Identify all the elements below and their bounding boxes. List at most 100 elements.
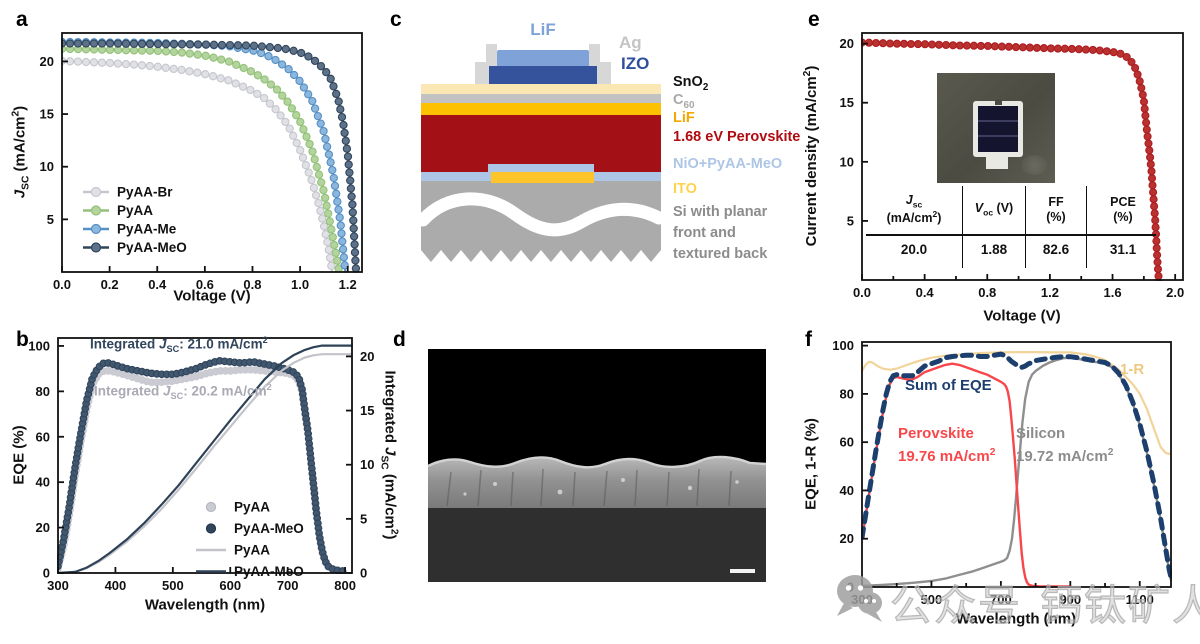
series-tandem-JV <box>861 38 1163 281</box>
svg-text:20: 20 <box>36 520 50 535</box>
svg-text:PyAA: PyAA <box>234 500 270 515</box>
eqe-chart-single-junction: 300 400 500 600 700 800 0 20 40 60 80 100 0 5 10 15 20 Py… <box>28 337 374 593</box>
svg-text:900: 900 <box>1059 592 1081 607</box>
svg-text:1.2: 1.2 <box>1041 285 1059 300</box>
svg-text:60: 60 <box>840 435 854 450</box>
tandem-performance-table: Jsc (mA/cm2) 20.0 Voc (V) 1.88 FF (%) 82.6 PCE (%… <box>866 186 1156 268</box>
svg-text:500: 500 <box>921 592 943 607</box>
ag-post-right <box>589 44 600 84</box>
svg-text:0.8: 0.8 <box>243 277 261 292</box>
svg-text:20: 20 <box>360 349 374 364</box>
layer-perovskite <box>421 115 661 172</box>
plot-series <box>861 351 1172 588</box>
series-PyAA-MeO <box>61 39 361 273</box>
svg-text:20: 20 <box>840 36 854 51</box>
sem-bright-specks <box>463 478 739 496</box>
svg-text:60: 60 <box>36 429 50 444</box>
svg-text:1.2: 1.2 <box>339 277 357 292</box>
series-EQE-PyAA-MeO <box>57 356 347 574</box>
svg-text:PyAA-MeO: PyAA-MeO <box>234 521 304 536</box>
axes <box>61 32 363 273</box>
svg-text:0.8: 0.8 <box>978 285 996 300</box>
jv-chart-single-junction: 0.0 0.2 0.4 0.6 0.8 1.0 1.25101520PyAA-BrPyAAP… <box>40 32 363 292</box>
layer-ito <box>491 172 594 183</box>
svg-text:2.0: 2.0 <box>1166 285 1184 300</box>
series-Sum-of-EQE <box>861 351 1172 580</box>
table-header-cell: PCE (%) <box>1110 195 1136 224</box>
svg-text:1.6: 1.6 <box>1103 285 1121 300</box>
jv-chart-tandem: 0.0 0.4 0.8 1.2 1.6 2.0 5 10 15 20 <box>840 32 1184 300</box>
svg-text:15: 15 <box>40 107 54 122</box>
svg-text:PyAA-MeO: PyAA-MeO <box>117 240 187 255</box>
panel-d-sem-cross-section: d <box>385 322 790 644</box>
svg-text:5: 5 <box>47 212 54 227</box>
svg-text:800: 800 <box>334 578 356 593</box>
table-column: Jsc (mA/cm2) 20.0 <box>866 186 962 268</box>
svg-text:15: 15 <box>360 403 374 418</box>
svg-text:0.6: 0.6 <box>196 277 214 292</box>
series-PyAA-Br <box>61 56 336 273</box>
svg-text:15: 15 <box>840 95 854 110</box>
svg-text:PyAA: PyAA <box>117 203 153 218</box>
svg-text:400: 400 <box>105 578 127 593</box>
panel-letter-b: b <box>16 328 29 351</box>
axes <box>57 337 353 574</box>
svg-text:20: 20 <box>840 531 854 546</box>
panel-letter-d: d <box>393 328 406 351</box>
svg-text:100: 100 <box>832 338 854 353</box>
svg-text:10: 10 <box>40 159 54 174</box>
sem-substrate <box>428 508 766 582</box>
plot-series <box>57 344 353 574</box>
ag-foot-right <box>599 62 611 84</box>
table-value-cell: 31.1 <box>1109 242 1137 257</box>
layer-stack <box>416 84 666 262</box>
cell-photo-frame <box>973 101 1023 157</box>
layer-nio-bump <box>488 164 594 173</box>
layer-c60 <box>421 94 661 103</box>
svg-text:1.0: 1.0 <box>291 277 309 292</box>
series-IntJsc-PyAA-MeO <box>57 344 353 574</box>
sem-film-layer <box>428 456 766 508</box>
svg-text:80: 80 <box>840 386 854 401</box>
eqe-chart-tandem: 300 500 700 900 1100 0 20 40 60 80 100 <box>832 338 1172 607</box>
sem-image <box>427 349 767 582</box>
scale-bar <box>730 569 755 573</box>
svg-text:0.0: 0.0 <box>53 277 71 292</box>
tick-labels: 0.0 0.2 0.4 0.6 0.8 1.0 1.2 5 10 15 20 <box>40 54 357 292</box>
series-1-R <box>861 351 1172 456</box>
top-contact <box>475 44 611 84</box>
plot-series <box>61 37 361 273</box>
legend: PyAA PyAA-MeO PyAA PyAA-MeO <box>196 500 304 579</box>
legend: PyAA-Br PyAA PyAA-Me PyAA-MeO <box>83 185 187 255</box>
panel-letter-a: a <box>16 8 28 31</box>
svg-text:0.0: 0.0 <box>853 285 871 300</box>
sem-grain-boundaries <box>446 468 732 507</box>
panel-c-device-stack: c LiF Ag IZO SnO2 C60 LiF 1.6 <box>385 0 803 322</box>
svg-text:5: 5 <box>847 213 854 228</box>
table-value-cell: 20.0 <box>900 242 928 257</box>
lif-top-bar <box>497 50 589 67</box>
svg-text:10: 10 <box>360 457 374 472</box>
svg-text:20: 20 <box>40 54 54 69</box>
panel-letter-c: c <box>390 8 402 31</box>
svg-text:PyAA: PyAA <box>234 543 270 558</box>
svg-text:300: 300 <box>851 592 873 607</box>
ag-post-left <box>486 44 497 84</box>
svg-text:PyAA-Br: PyAA-Br <box>117 185 173 200</box>
svg-text:PyAA-MeO: PyAA-MeO <box>234 564 304 579</box>
layer-lif <box>421 103 661 115</box>
panel-a-jv-single-junction: a 0.0 0.2 0.4 0.6 0.8 1.0 1.2 5 10 15 20 PyAA-Br PyA… <box>0 0 385 322</box>
ag-foot-left <box>475 62 487 84</box>
table-value-cell: 1.88 <box>980 242 1008 257</box>
svg-text:40: 40 <box>840 483 854 498</box>
table-column: Voc (V) 1.88 <box>962 186 1025 268</box>
svg-text:40: 40 <box>36 475 50 490</box>
svg-text:700: 700 <box>277 578 299 593</box>
device-stack-drawing <box>416 44 666 262</box>
axes <box>861 32 1184 281</box>
panel-f-eqe-tandem: f 300 500 700 900 1100 0 20 40 60 80 100 Wavelengt… <box>790 322 1200 644</box>
svg-text:0: 0 <box>43 566 50 581</box>
svg-text:0.4: 0.4 <box>916 285 935 300</box>
panel-letter-f: f <box>805 328 812 351</box>
